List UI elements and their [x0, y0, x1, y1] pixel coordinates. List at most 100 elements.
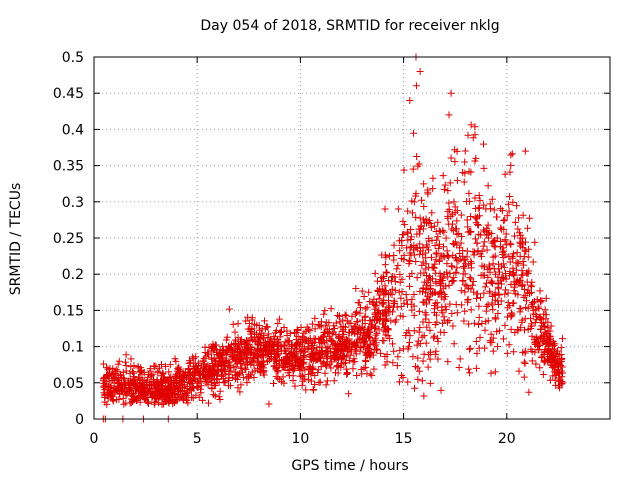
data-point	[308, 320, 316, 328]
data-point	[122, 367, 130, 375]
data-point	[155, 364, 163, 372]
data-point	[365, 288, 373, 296]
y-tick-label: 0.35	[53, 159, 84, 175]
data-point	[456, 244, 464, 252]
data-point	[306, 350, 314, 358]
data-point	[555, 351, 563, 359]
data-point	[231, 355, 239, 363]
data-point	[250, 374, 258, 382]
data-point	[147, 373, 155, 381]
data-point	[487, 278, 495, 286]
y-tick-label: 0.4	[62, 122, 84, 138]
data-point	[412, 190, 420, 198]
data-point	[556, 376, 564, 384]
data-point	[415, 307, 423, 315]
data-point	[315, 379, 323, 387]
data-point	[129, 381, 137, 389]
data-point	[288, 352, 296, 360]
data-point	[312, 335, 320, 343]
data-point	[121, 381, 129, 389]
data-point	[494, 310, 502, 318]
data-point	[357, 365, 365, 373]
data-point	[420, 278, 428, 286]
data-point	[531, 238, 539, 246]
data-point	[103, 400, 111, 408]
data-point	[550, 342, 558, 350]
data-point	[537, 332, 545, 340]
data-point	[193, 366, 201, 374]
data-point	[475, 230, 483, 238]
data-point	[342, 365, 350, 373]
data-point	[459, 277, 467, 285]
data-point	[193, 383, 201, 391]
data-point	[177, 393, 185, 401]
data-point	[356, 347, 364, 355]
data-point	[491, 243, 499, 251]
data-point	[380, 273, 388, 281]
data-point	[226, 382, 234, 390]
data-point	[120, 375, 128, 383]
data-point	[406, 272, 414, 280]
data-point	[420, 203, 428, 211]
data-point	[440, 329, 448, 337]
data-point	[510, 348, 518, 356]
data-point	[331, 369, 339, 377]
data-point	[382, 287, 390, 295]
data-point	[119, 394, 127, 402]
data-point	[420, 350, 428, 358]
data-point	[366, 316, 374, 324]
data-point	[418, 333, 426, 341]
data-point	[464, 296, 472, 304]
data-point	[297, 324, 305, 332]
data-point	[362, 358, 370, 366]
axis-ticks: 0 0.05 0.1 0.15 0.2 0.25 0.3 0.35 0.4 0.45 0.5 0 5 10…	[53, 50, 610, 447]
data-point	[410, 129, 418, 137]
data-point	[526, 289, 534, 297]
data-point	[461, 147, 469, 155]
data-point	[127, 355, 135, 363]
data-point	[393, 362, 401, 370]
data-point	[420, 269, 428, 277]
data-point	[513, 202, 521, 210]
data-point	[227, 345, 235, 353]
data-point	[166, 361, 174, 369]
data-point	[394, 205, 402, 213]
data-point	[547, 361, 555, 369]
data-point	[438, 289, 446, 297]
data-point	[432, 279, 440, 287]
data-point	[303, 323, 311, 331]
data-point	[390, 241, 398, 249]
data-point	[450, 240, 458, 248]
data-point	[395, 378, 403, 386]
data-point	[532, 333, 540, 341]
data-point	[360, 326, 368, 334]
data-point	[319, 360, 327, 368]
data-point	[411, 384, 419, 392]
data-point	[414, 354, 422, 362]
data-point	[397, 372, 405, 380]
data-point	[556, 358, 564, 366]
data-point	[391, 278, 399, 286]
data-point	[219, 345, 227, 353]
data-point	[434, 337, 442, 345]
data-point	[102, 378, 110, 386]
data-point	[528, 357, 536, 365]
data-point	[419, 258, 427, 266]
data-point	[500, 217, 508, 225]
data-point	[250, 329, 258, 337]
x-tick-label: 0	[90, 431, 99, 447]
data-point	[393, 265, 401, 273]
data-point	[396, 278, 404, 286]
y-tick-label: 0	[75, 412, 84, 428]
data-point	[159, 370, 167, 378]
data-point	[213, 346, 221, 354]
data-point	[512, 278, 520, 286]
data-point	[102, 364, 110, 372]
data-point	[457, 287, 465, 295]
data-point	[381, 261, 389, 269]
data-point	[119, 385, 127, 393]
data-point	[463, 247, 471, 255]
data-point	[413, 153, 421, 161]
data-point	[467, 168, 475, 176]
